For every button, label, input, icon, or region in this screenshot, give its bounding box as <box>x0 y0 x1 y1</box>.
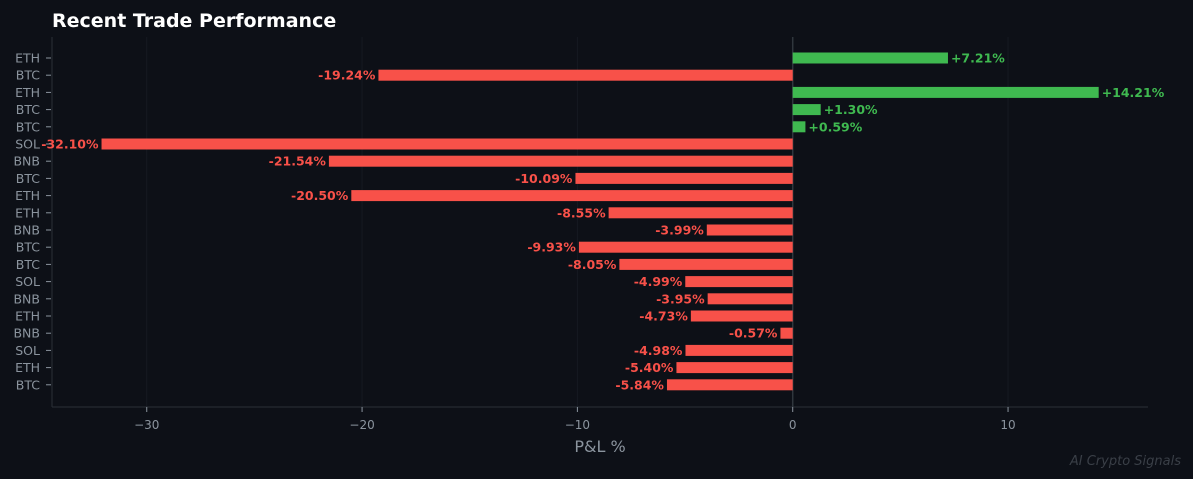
data-label: +7.21% <box>951 51 1005 66</box>
y-tick-label: BNB <box>13 154 40 169</box>
y-tick-label: BNB <box>13 326 40 341</box>
bar <box>792 86 1099 98</box>
bar <box>685 344 793 356</box>
x-tick-label: −20 <box>349 418 374 432</box>
bar <box>685 276 793 288</box>
bar <box>608 207 793 219</box>
data-label: -8.55% <box>557 205 606 220</box>
bar <box>101 138 793 150</box>
bar <box>792 52 948 64</box>
y-tick-label: BTC <box>16 257 40 272</box>
bar <box>578 241 793 253</box>
y-tick-label: ETH <box>15 309 40 324</box>
data-label: -3.99% <box>655 223 704 238</box>
x-tick-label: 0 <box>789 418 797 432</box>
bar <box>619 258 793 270</box>
y-tick-label: BNB <box>13 291 40 306</box>
y-tick-label: ETH <box>15 85 40 100</box>
data-label: -8.05% <box>568 257 617 272</box>
bar <box>351 190 793 202</box>
y-tick-label: SOL <box>15 137 40 152</box>
y-tick-label: BTC <box>16 68 40 83</box>
data-label: -9.93% <box>527 240 576 255</box>
x-tick-label: 10 <box>1000 418 1015 432</box>
data-label: +14.21% <box>1102 85 1165 100</box>
y-tick-label: BTC <box>16 377 40 392</box>
x-axis-label: P&L % <box>574 437 625 456</box>
x-tick-label: −30 <box>134 418 159 432</box>
data-label: -21.54% <box>269 154 327 169</box>
bar <box>780 327 793 339</box>
y-tick-label: SOL <box>15 343 40 358</box>
y-tick-label: BTC <box>16 171 40 186</box>
data-label: -0.57% <box>729 326 778 341</box>
data-label: -10.09% <box>515 171 573 186</box>
y-tick-label: BTC <box>16 102 40 117</box>
y-tick-label: ETH <box>15 205 40 220</box>
watermark: AI Crypto Signals <box>1069 454 1181 469</box>
bar <box>792 121 806 133</box>
data-label: -19.24% <box>318 68 376 83</box>
bar <box>328 155 793 167</box>
bar <box>676 362 793 374</box>
data-label: -5.84% <box>615 377 664 392</box>
bar <box>690 310 793 322</box>
data-label: -20.50% <box>291 188 349 203</box>
y-tick-label: ETH <box>15 51 40 66</box>
x-tick-label: −10 <box>565 418 590 432</box>
data-label: -3.95% <box>656 291 705 306</box>
bar <box>706 224 793 236</box>
y-tick-label: ETH <box>15 360 40 375</box>
bar <box>666 379 793 391</box>
data-label: -4.99% <box>634 274 683 289</box>
data-label: -4.98% <box>634 343 683 358</box>
bar <box>707 293 793 305</box>
y-tick-label: ETH <box>15 188 40 203</box>
chart-title: Recent Trade Performance <box>52 10 336 32</box>
bar <box>575 172 793 184</box>
data-label: +1.30% <box>824 102 878 117</box>
data-label: -32.10% <box>41 137 99 152</box>
y-tick-label: SOL <box>15 274 40 289</box>
bar <box>378 69 793 81</box>
y-tick-label: BTC <box>16 240 40 255</box>
y-tick-label: BNB <box>13 223 40 238</box>
data-label: -4.73% <box>639 309 688 324</box>
data-label: +0.59% <box>808 119 862 134</box>
y-tick-label: BTC <box>16 119 40 134</box>
bar <box>792 104 821 116</box>
data-label: -5.40% <box>625 360 674 375</box>
